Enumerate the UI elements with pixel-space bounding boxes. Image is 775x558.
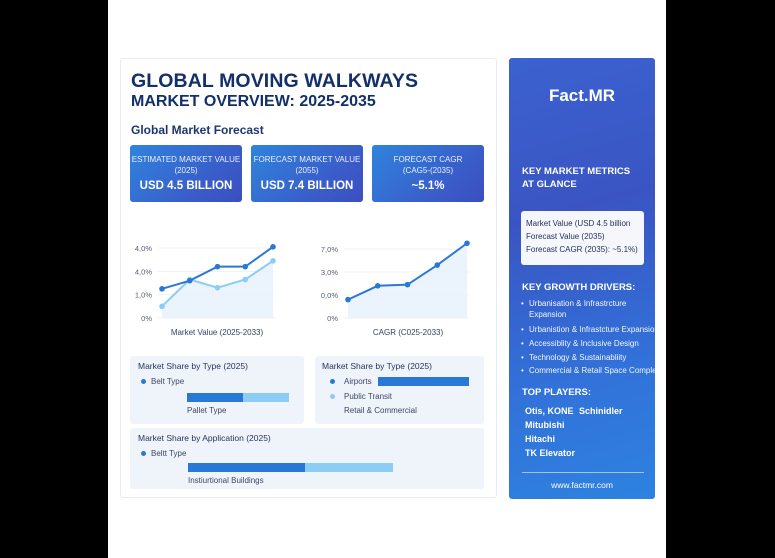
share-by-type-panel-left [130,356,304,424]
kpi-label: FORECAST MARKET VALUE [253,155,361,164]
cagr-chart-title: CAGR (C025-2033) [373,328,444,337]
factmr-logo: Fact.MR [548,86,616,105]
growth-drivers-heading: KEY GROWTH DRIVERS: [522,282,636,293]
bar-label-pallet-type: Pallet Type [187,406,227,415]
share-by-type-panel-right [315,356,484,424]
data-point-primary [345,296,351,303]
driver-item: • Commercial & Retail Space Complex [521,365,655,376]
share-bar-primary [187,393,244,402]
data-point-secondary [242,276,249,283]
cagr-chart: 0% 0,0% 3,0% 7,0% CAGR (C025-2033) [321,240,470,337]
kpi-label-year: (2055) [295,165,319,175]
top-players-heading: TOP PLAYERS: [522,387,591,398]
kpi-label: ESTIMATED MARKET VALUE [131,155,241,164]
legend-label-airports: Airports [344,377,372,386]
player-hitachi: Hitachi [525,434,556,444]
share-by-type-title: Market Share by Type (2025) [322,361,432,371]
y-tick-label: 4,0% [135,267,152,276]
driver-item: • Technology & Sustainabliity [521,352,626,363]
metric-forecast-cagr: Forecast CAGR (2035): ~5.1%) [526,245,638,254]
data-point-primary [214,263,221,270]
bullet-icon: • [521,366,524,375]
kpi-value: ~5.1% [411,180,445,192]
share-bar-airports [378,377,469,386]
driver-text: Urbanistion & Infrastcture Expansion [529,325,659,334]
share-by-application-title: Market Share by Application (2025) [138,433,271,443]
legend-label-belt-type: Belt Type [151,377,185,386]
legend-label-retail-commercial: Retail & Commercial [344,406,417,415]
driver-text: Technology & Sustainabliity [529,353,627,362]
bar-label-institutional-buildings: Instiurtional Buildings [188,476,264,485]
data-point-primary [434,262,441,268]
data-point-primary [242,263,249,270]
data-point-secondary [214,284,221,291]
driver-text-cont: Expansion [529,310,567,319]
legend-dot-primary [141,451,146,456]
data-point-primary [186,277,193,284]
driver-text: Commercial & Retail Space Complex [529,366,655,375]
player-schindler: Schinidler [579,406,623,416]
share-bar-primary [188,463,305,472]
data-point-primary [404,281,411,288]
kpi-label-year: (CAG5-(2035) [402,165,454,175]
player-mitsubishi: Mitubishi [525,420,565,430]
data-point-secondary [270,258,276,264]
legend-dot-airports [330,379,335,384]
cagr-area [348,243,467,318]
y-tick-label: 0% [141,314,152,323]
bullet-icon: • [521,339,524,348]
legend-dot-public-transit [330,394,335,399]
section-heading-forecast: Global Market Forecast [131,123,264,137]
y-tick-label: 3,0% [321,268,338,277]
y-tick-label: 0,0% [321,291,338,300]
y-tick-label: 7,0% [321,245,338,254]
driver-text: Urbanisation & Infrastrcture [529,299,627,308]
kpi-value: USD 4.5 BILLION [139,180,233,192]
legend-label-beltt-type: Beltt Type [151,449,187,458]
page-title: GLOBAL MOVING WALKWAYS [131,70,419,92]
sidebar-divider [522,472,644,473]
player-otis-kone: Otis, KONE [525,406,574,416]
driver-text: Accessiblity & Inclusive Design [529,339,639,348]
bullet-icon: • [521,299,524,308]
legend-dot-primary [141,379,146,384]
y-tick-label: 4,0% [135,244,152,253]
website-link[interactable]: www.factmr.com [551,480,613,490]
market-value-chart: 0% 1,0% 4,0% 4,0% Market Value (2025-2033) [135,244,276,337]
kpi-label: FORECAST CAGR [393,155,463,164]
data-point-primary [374,283,381,289]
kpi-label-year: (2025) [174,165,198,175]
sidebar: Fact.MR KEY MARKET METRICS AT GLANCE Mark… [509,58,659,499]
key-metrics-heading-line1: KEY MARKET METRICS [522,166,631,177]
driver-item: • Urbanisation & Infrastrcture Expansion [521,298,626,320]
key-metrics-heading-line2: AT GLANCE [522,179,577,190]
legend-label-public-transit: Public Transit [344,392,393,401]
driver-item: • Urbanistion & Infrastcture Expansion [521,324,659,335]
kpi-value: USD 7.4 BILLION [260,180,354,192]
kpi-card-estimated-value: ESTIMATED MARKET VALUE (2025) USD 4.5 BIL… [130,145,242,202]
data-point-primary [464,240,470,247]
key-metrics-heading: KEY MARKET METRICS AT GLANCE [522,165,630,191]
y-tick-label: 1,0% [135,291,152,300]
data-point-secondary [159,303,165,310]
key-metrics-box: Market Value (USD 4.5 billion Forecast V… [521,211,644,265]
player-tk-elevator: TK Elevator [525,448,576,458]
kpi-card-forecast-value: FORECAST MARKET VALUE (2055) USD 7.4 BILL… [251,145,363,202]
y-tick-label: 0% [327,314,338,323]
share-by-type-title: Market Share by Type (2025) [138,361,248,371]
page-subtitle: MARKET OVERVIEW: 2025-2035 [131,93,376,110]
data-point-primary [270,244,276,250]
market-value-chart-title: Market Value (2025-2033) [171,328,264,337]
bullet-icon: • [521,325,524,334]
share-by-application-panel [130,428,484,489]
data-point-primary [159,286,165,292]
bullet-icon: • [521,353,524,362]
metric-market-value: Market Value (USD 4.5 billion [526,219,631,228]
metric-forecast-value: Forecast Value (2035) [526,232,605,241]
kpi-card-forecast-cagr: FORECAST CAGR (CAG5-(2035) ~5.1% [372,145,484,202]
driver-item: • Accessiblity & Inclusive Design [521,338,639,349]
